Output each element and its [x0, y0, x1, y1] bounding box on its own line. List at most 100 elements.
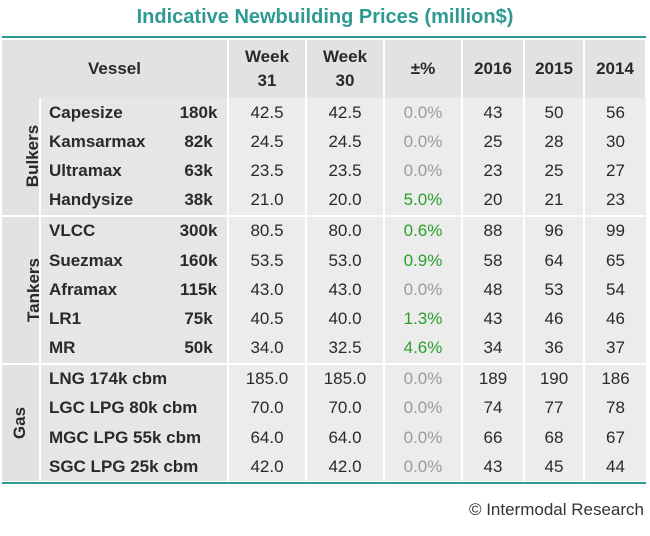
value-2014: 27 — [584, 156, 646, 186]
value-2015: 64 — [524, 245, 585, 276]
header-week31: Week 31 — [228, 40, 307, 98]
week30-value: 70.0 — [306, 393, 385, 424]
value-2016: 74 — [462, 393, 525, 424]
week30-value: 64.0 — [306, 423, 385, 453]
header-week30: Week 30 — [306, 40, 385, 98]
header-vessel: Vessel — [2, 40, 229, 98]
credit-text: © Intermodal Research — [468, 500, 644, 519]
week30-value: 185.0 — [306, 362, 385, 394]
header-row: Vessel Week 31 Week 30 ±% 2016 2015 2014 — [2, 40, 647, 98]
value-2016: 48 — [462, 275, 525, 305]
week31-value: 24.5 — [228, 127, 307, 157]
week31-value: 43.0 — [228, 275, 307, 305]
week30-value: 23.5 — [306, 156, 385, 186]
value-2015: 50 — [524, 98, 585, 128]
value-2014: 54 — [584, 275, 646, 305]
change-value: 1.3% — [384, 304, 463, 334]
value-2016: 43 — [462, 304, 525, 334]
vessel-name: SGC LPG 25k cbm — [40, 452, 229, 482]
table-row: Bulkers Capesize 180k 42.5 42.5 0.0% 43 50 56 — [2, 98, 646, 216]
change-value: 0.0% — [384, 98, 463, 128]
week31-value: 42.5 — [228, 98, 307, 128]
value-2014: 65 — [584, 245, 646, 276]
week30-value: 53.0 — [306, 245, 385, 276]
vessel-size: 82k — [170, 127, 229, 157]
week31-value: 53.5 — [228, 245, 307, 276]
week31-value: 185.0 — [228, 362, 307, 394]
value-2015: 25 — [524, 156, 585, 186]
header-change: ±% — [384, 40, 463, 98]
header-2015: 2015 — [524, 40, 585, 98]
change-value: 0.0% — [384, 127, 463, 157]
vessel-name: Ultramax — [40, 156, 170, 186]
value-2016: 20 — [462, 185, 525, 216]
value-2015: 96 — [524, 214, 585, 246]
table-row: MR 50k 34.0 32.5 4.6% 34 36 37 — [2, 333, 646, 364]
value-2014: 99 — [584, 214, 646, 246]
group-label: Bulkers — [23, 125, 40, 188]
value-2015: 68 — [524, 423, 585, 453]
table-row: LGC LPG 80k cbm 70.0 70.0 0.0% 74 77 78 — [2, 393, 646, 424]
vessel-size: 115k — [170, 275, 229, 305]
week30-value: 20.0 — [306, 185, 385, 216]
value-2016: 25 — [462, 127, 525, 157]
vessel-name: Handysize — [40, 185, 170, 216]
header-week30-line2: 30 — [335, 71, 355, 90]
value-2015: 36 — [524, 333, 585, 364]
vessel-size: 180k — [170, 98, 229, 128]
page-title: Indicative Newbuilding Prices (million$) — [136, 6, 514, 28]
title-rule — [2, 36, 646, 38]
value-2015: 21 — [524, 185, 585, 216]
table-row: Gas LNG 174k cbm 185.0 185.0 0.0% 189 190 186 — [2, 362, 646, 482]
bottom-rule — [2, 482, 646, 484]
value-2016: 58 — [462, 245, 525, 276]
week30-value: 32.5 — [306, 333, 385, 364]
change-value: 0.0% — [384, 362, 463, 394]
prices-table: Vessel Week 31 Week 30 ±% 2016 2015 2014 B… — [2, 40, 647, 482]
vessel-name: Capesize — [40, 98, 170, 128]
value-2016: 43 — [462, 98, 525, 128]
value-2016: 66 — [462, 423, 525, 453]
vessel-name: MR — [40, 333, 170, 364]
value-2015: 28 — [524, 127, 585, 157]
week31-value: 42.0 — [228, 452, 307, 482]
header-2016: 2016 — [462, 40, 525, 98]
header-2014: 2014 — [584, 40, 647, 98]
value-2015: 45 — [524, 452, 585, 482]
change-value: 4.6% — [384, 333, 463, 364]
vessel-size: 50k — [170, 333, 229, 364]
value-2014: 37 — [584, 333, 646, 364]
vessel-name: LR1 — [40, 304, 170, 334]
value-2015: 77 — [524, 393, 585, 424]
vessel-name: LGC LPG 80k cbm — [40, 393, 229, 424]
value-2014: 23 — [584, 185, 646, 216]
change-value: 0.6% — [384, 214, 463, 246]
vessel-name: Suezmax — [40, 245, 170, 276]
vessel-size: 300k — [170, 214, 229, 246]
vessel-size: 63k — [170, 156, 229, 186]
vessel-name: Kamsarmax — [40, 127, 170, 157]
change-value: 0.9% — [384, 245, 463, 276]
week30-value: 43.0 — [306, 275, 385, 305]
change-value: 0.0% — [384, 393, 463, 424]
value-2014: 46 — [584, 304, 646, 334]
value-2014: 67 — [584, 423, 646, 453]
change-value: 5.0% — [384, 185, 463, 216]
value-2015: 190 — [524, 362, 585, 394]
week31-value: 21.0 — [228, 185, 307, 216]
value-2015: 46 — [524, 304, 585, 334]
vessel-size: 75k — [170, 304, 229, 334]
value-2014: 186 — [584, 362, 646, 394]
week30-value: 80.0 — [306, 214, 385, 246]
change-value: 0.0% — [384, 156, 463, 186]
table-row: Ultramax 63k 23.5 23.5 0.0% 23 25 27 — [2, 156, 646, 186]
table-body: Bulkers Capesize 180k 42.5 42.5 0.0% 43 50 56 Kam… — [2, 98, 646, 482]
header-week30-line1: Week — [322, 47, 368, 66]
header-week31-line2: 31 — [257, 71, 277, 90]
value-2014: 78 — [584, 393, 646, 424]
week31-value: 70.0 — [228, 393, 307, 424]
week31-value: 80.5 — [228, 214, 307, 246]
vessel-name: MGC LPG 55k cbm — [40, 423, 229, 453]
value-2014: 56 — [584, 98, 646, 128]
group-label-cell: Gas — [2, 362, 41, 482]
